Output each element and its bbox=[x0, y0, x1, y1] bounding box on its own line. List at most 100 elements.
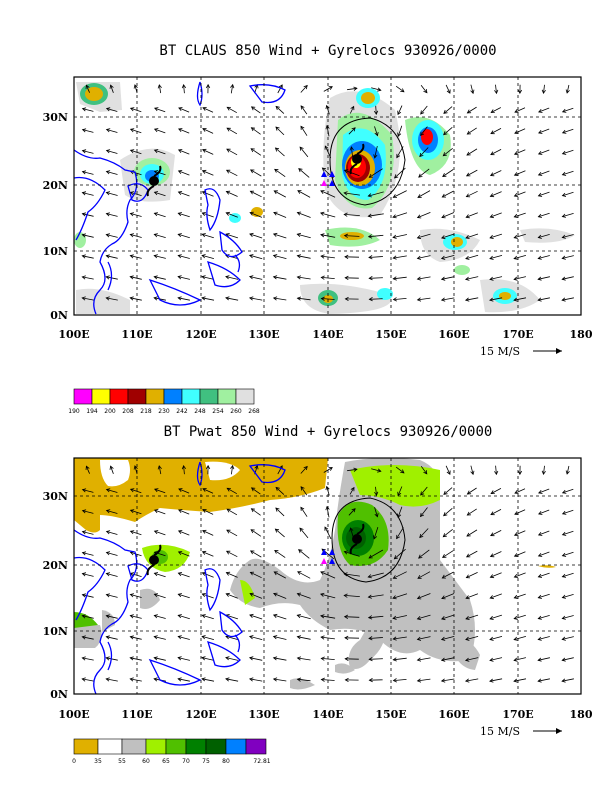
wind-vector bbox=[394, 548, 406, 560]
wind-vector bbox=[106, 129, 118, 133]
wind-vector bbox=[106, 255, 118, 259]
arrowhead bbox=[392, 255, 397, 260]
wind-vector bbox=[201, 636, 215, 640]
arrowhead bbox=[320, 614, 325, 619]
arrowhead bbox=[81, 254, 86, 259]
arrowhead bbox=[561, 234, 566, 239]
arrowhead bbox=[249, 571, 255, 576]
arrowhead bbox=[129, 509, 135, 514]
arrowhead bbox=[368, 657, 373, 662]
arrowhead bbox=[561, 276, 566, 281]
wind-vector bbox=[154, 149, 166, 155]
arrowhead bbox=[109, 84, 114, 89]
wind-vector bbox=[106, 510, 118, 514]
wind-vector bbox=[231, 465, 233, 475]
arrowhead bbox=[494, 89, 499, 95]
colorbar-swatch bbox=[145, 738, 167, 755]
lon-tick-label: 160E bbox=[438, 328, 469, 341]
cyclone-symbols bbox=[146, 143, 365, 197]
wind-vector bbox=[130, 678, 142, 682]
wind-vector bbox=[466, 148, 478, 156]
arrowhead bbox=[489, 172, 495, 177]
wind-vector bbox=[420, 465, 428, 475]
wind-vector bbox=[562, 488, 574, 494]
arrowhead bbox=[490, 511, 495, 516]
arrowhead bbox=[343, 233, 349, 238]
wind-vector bbox=[251, 127, 261, 135]
arrowhead bbox=[392, 575, 397, 579]
arrowhead bbox=[443, 131, 448, 136]
lon-tick-label: 170E bbox=[502, 328, 533, 341]
wind-vector bbox=[274, 571, 286, 579]
arrowhead bbox=[105, 254, 110, 259]
colorbar-swatch bbox=[181, 388, 201, 405]
wind-vector bbox=[495, 465, 497, 475]
arrowhead bbox=[248, 254, 254, 259]
wind-vector bbox=[373, 526, 379, 540]
wind-vector bbox=[178, 149, 190, 155]
arrowhead bbox=[392, 194, 398, 198]
wind-vector bbox=[514, 107, 526, 113]
arrowhead bbox=[248, 677, 254, 682]
colorbar-swatch bbox=[245, 738, 267, 755]
colorbar-label: 200 bbox=[104, 408, 116, 415]
arrowhead bbox=[296, 275, 302, 280]
arrowhead bbox=[396, 153, 401, 159]
wind-vector bbox=[368, 594, 384, 598]
wind-vector bbox=[130, 149, 142, 155]
arrowhead bbox=[129, 128, 135, 133]
colorbar-pwat: 0 35 55 60 65 70 75 80 72.81 bbox=[72, 738, 271, 765]
wind-vector bbox=[130, 657, 142, 661]
arrowhead bbox=[296, 296, 302, 301]
arrowhead bbox=[418, 554, 423, 559]
arrowhead bbox=[81, 191, 87, 196]
wind-vector bbox=[225, 657, 239, 661]
wind-vector bbox=[250, 169, 262, 177]
wind-vector bbox=[298, 549, 310, 559]
wind-vector bbox=[443, 126, 453, 136]
arrowhead bbox=[344, 635, 349, 640]
arrowhead bbox=[201, 550, 207, 555]
wind-vector bbox=[178, 170, 190, 176]
wind-vector bbox=[417, 212, 431, 218]
lon-tick-label: 130E bbox=[248, 328, 279, 341]
wind-vector bbox=[201, 657, 215, 661]
arrowhead bbox=[561, 615, 566, 620]
arrowhead bbox=[274, 528, 280, 533]
arrowhead bbox=[201, 614, 206, 619]
arrowhead bbox=[153, 296, 158, 301]
arrowhead bbox=[440, 255, 446, 260]
arrowhead bbox=[278, 84, 283, 89]
arrowhead bbox=[320, 592, 325, 597]
arrowhead bbox=[418, 173, 423, 178]
wind-vector bbox=[393, 571, 407, 579]
arrowhead bbox=[465, 235, 470, 239]
arrowhead bbox=[537, 276, 542, 281]
wind-vector bbox=[538, 509, 550, 515]
wind-vector bbox=[538, 128, 550, 134]
wind-vector bbox=[225, 233, 239, 239]
arrowhead bbox=[441, 616, 446, 621]
arrowhead bbox=[368, 255, 373, 260]
plot-area bbox=[74, 458, 581, 694]
wind-vector bbox=[538, 107, 550, 113]
wind-vector bbox=[226, 508, 238, 516]
wind-vector bbox=[130, 615, 142, 619]
wind-vector bbox=[106, 108, 118, 112]
wind-vector bbox=[273, 255, 287, 259]
arrowhead bbox=[153, 191, 159, 196]
arrowhead bbox=[513, 615, 518, 620]
wind-vector bbox=[178, 572, 190, 578]
wind-vector bbox=[470, 465, 474, 475]
wind-vector bbox=[465, 678, 479, 682]
arrowhead bbox=[153, 233, 158, 238]
wind-vector bbox=[178, 657, 190, 661]
arrowhead bbox=[367, 615, 373, 620]
wind-vector bbox=[441, 657, 455, 661]
wind-vector bbox=[417, 678, 431, 682]
colorbar-swatch bbox=[91, 388, 111, 405]
wind-vector bbox=[297, 190, 311, 198]
wind-vector bbox=[417, 297, 431, 301]
wind-vector bbox=[441, 212, 455, 218]
lat-tick-label: 10N bbox=[43, 245, 68, 258]
